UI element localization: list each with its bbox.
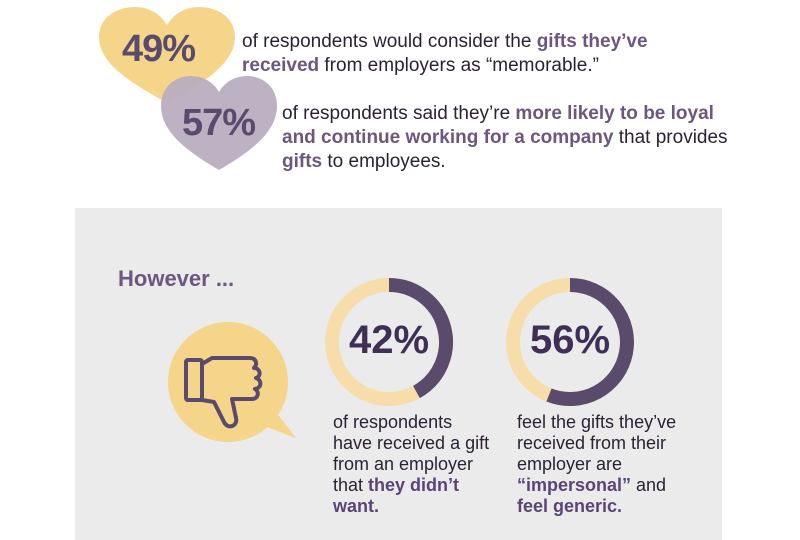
stat2-highlight-2: gifts bbox=[282, 151, 323, 172]
donut-arc-56 bbox=[546, 278, 634, 406]
donut2-value: 56% bbox=[529, 318, 611, 362]
stat2-text-post: to employees. bbox=[322, 151, 446, 172]
however-heading: However ... bbox=[118, 266, 235, 291]
stat1-value: 49% bbox=[122, 28, 196, 70]
stat2-text-pre: of respondents said they’re bbox=[282, 103, 516, 124]
donut-chart-42 bbox=[325, 278, 453, 406]
stat1-text: of respondents would consider the gifts … bbox=[242, 30, 662, 78]
donut2-text: feel the gifts they’ve received from the… bbox=[517, 412, 687, 517]
donut2-highlight-2: feel generic. bbox=[517, 496, 623, 516]
donut-arc-42 bbox=[388, 278, 453, 399]
donut-chart-56 bbox=[506, 278, 634, 406]
donut2-text-pre: feel the gifts they’ve received from the… bbox=[517, 412, 677, 474]
stat2-highlight-1: more likely to be loyal and continue wor… bbox=[282, 103, 714, 148]
stat2-text-mid: that provides bbox=[613, 127, 728, 148]
donut1-value: 42% bbox=[348, 318, 430, 362]
stat2-text: of respondents said they’re more likely … bbox=[282, 102, 742, 174]
donut1-highlight: they didn’t want. bbox=[333, 475, 460, 516]
donut2-text-mid: and bbox=[631, 475, 667, 495]
stat1-highlight: gifts they’ve received bbox=[242, 31, 648, 76]
donut1-text: of respondents have received a gift from… bbox=[333, 412, 493, 517]
donut2-highlight-1: “impersonal” bbox=[517, 475, 632, 495]
heart-shape-mauve bbox=[161, 76, 277, 170]
stat2-value: 57% bbox=[182, 102, 256, 144]
stat1-text-post: from employers as “memorable.” bbox=[319, 55, 599, 76]
donut1-text-pre: of respondents have received a gift from… bbox=[333, 412, 490, 495]
stat1-text-pre: of respondents would consider the bbox=[242, 31, 537, 52]
thumbs-down-icon bbox=[168, 322, 296, 442]
